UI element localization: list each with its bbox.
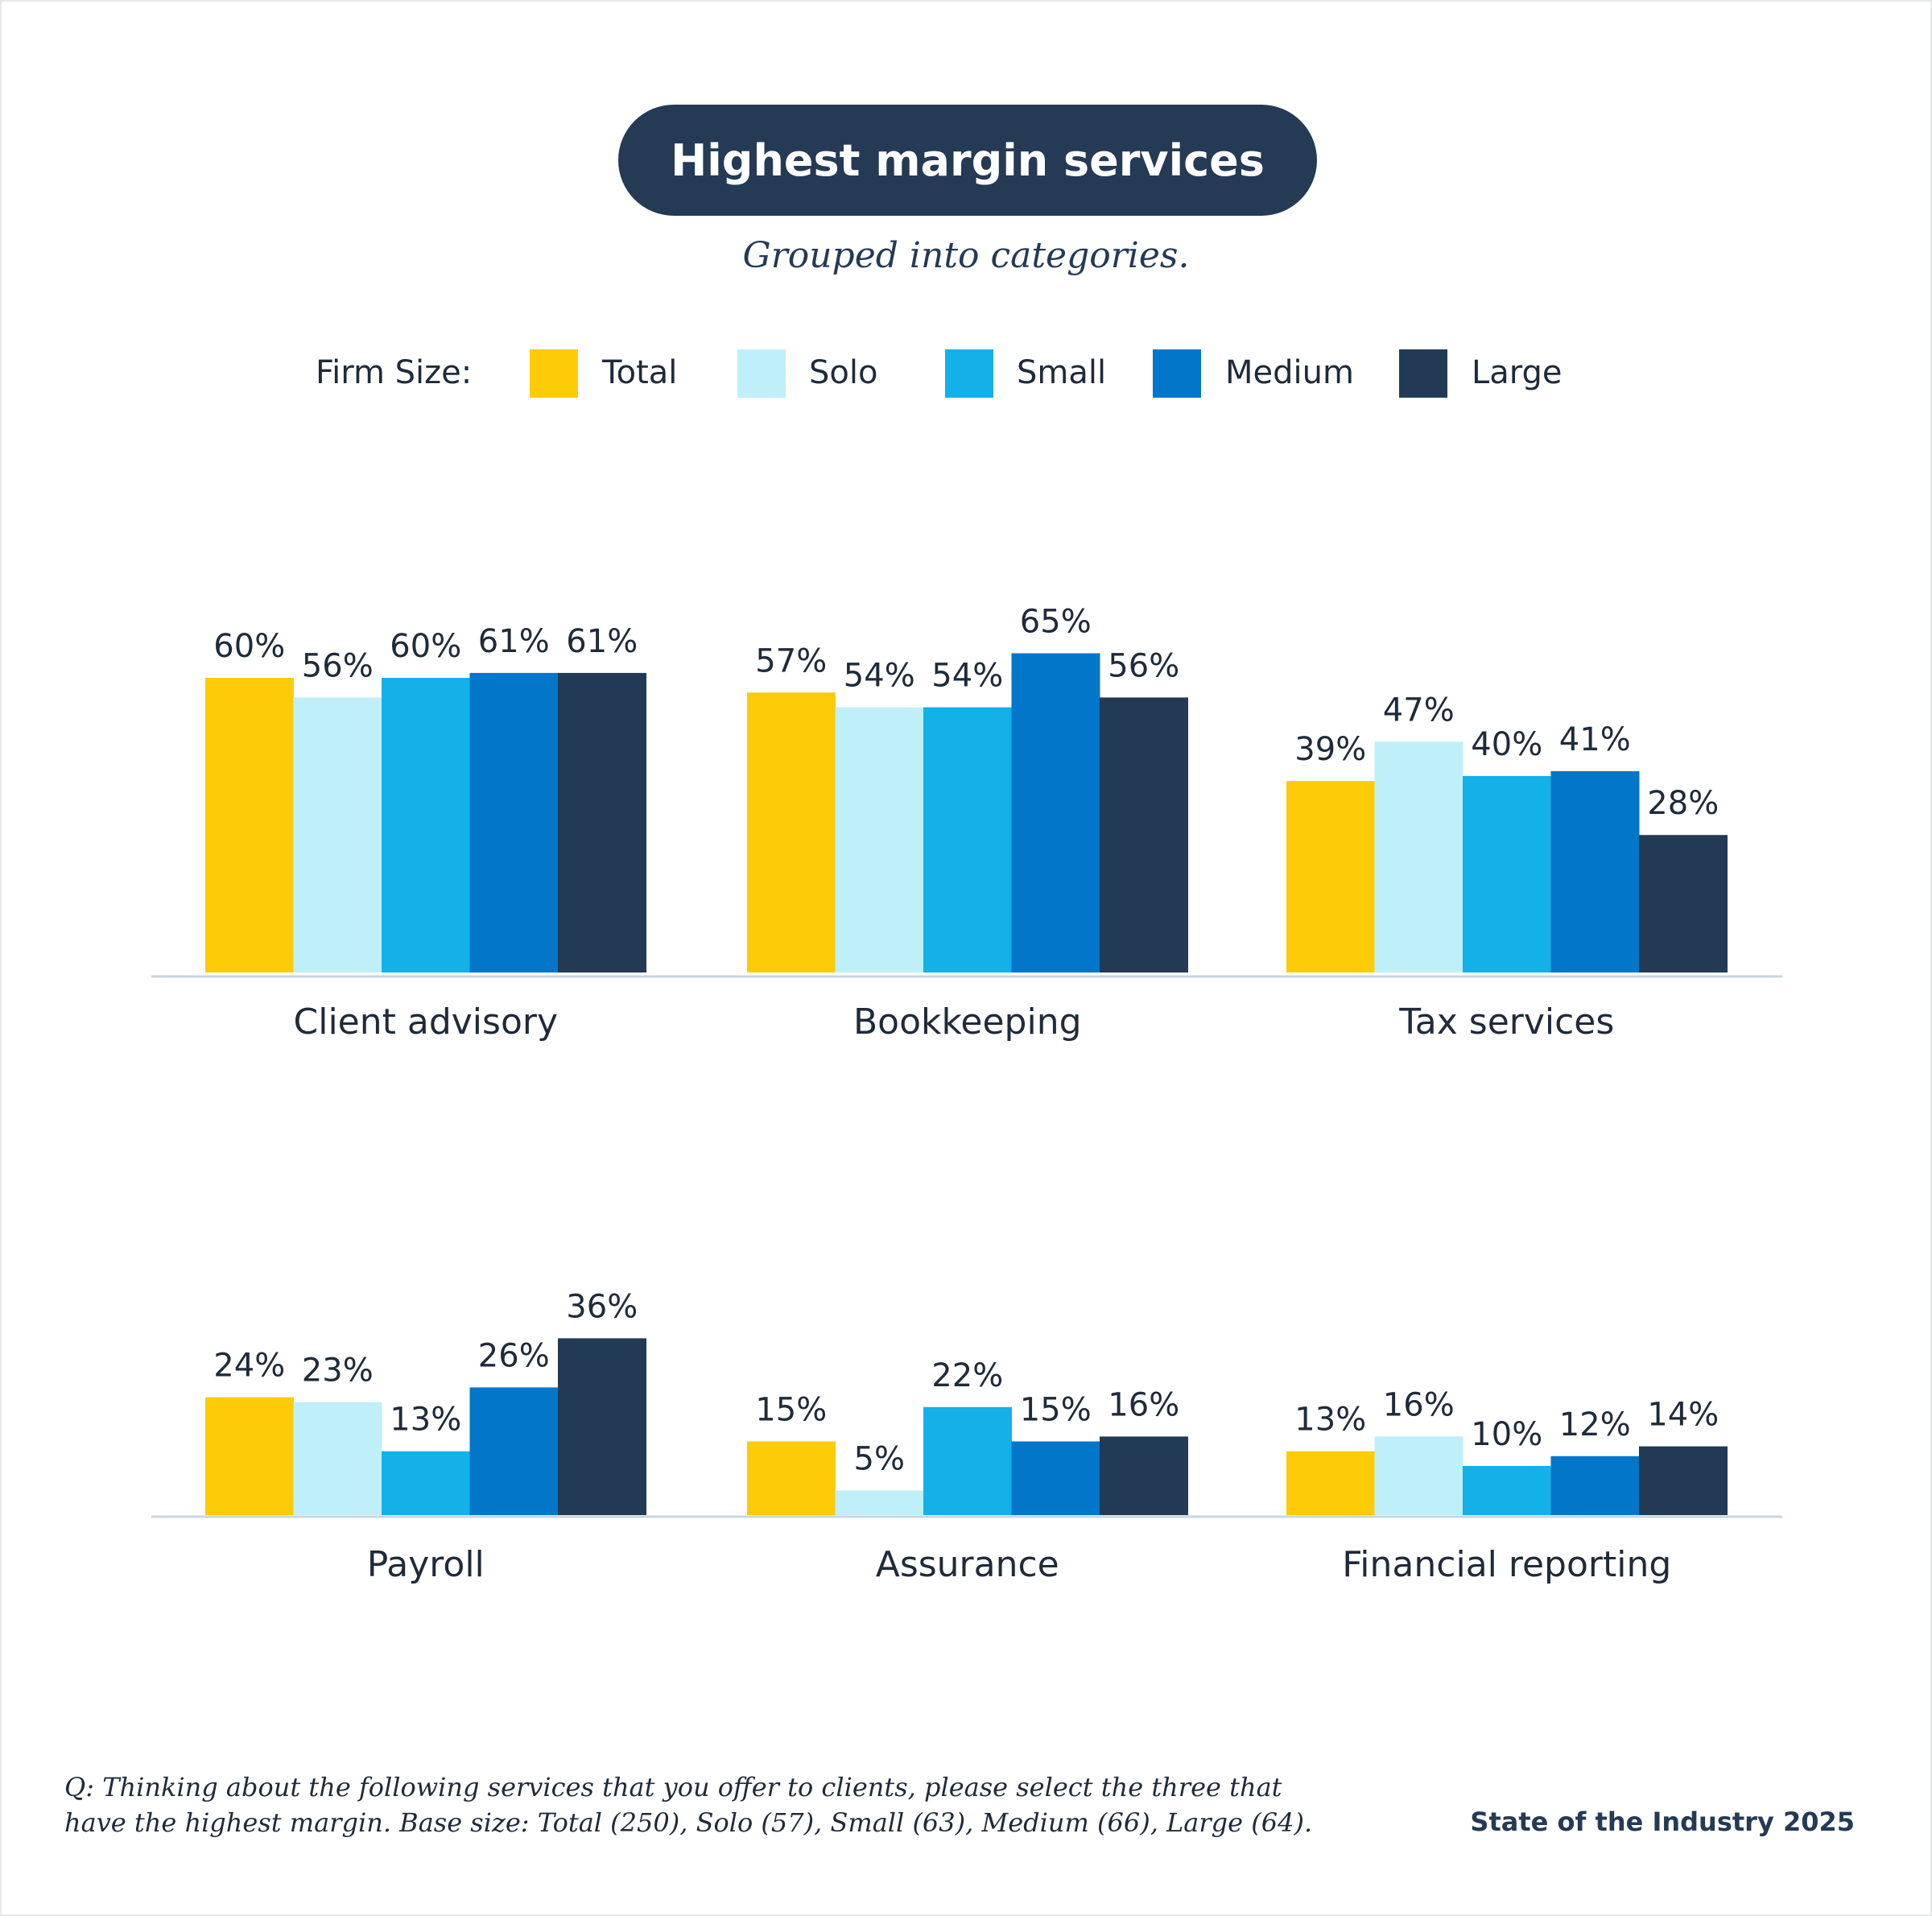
bar-payroll-solo — [293, 1402, 382, 1515]
data-label: 13% — [1294, 1402, 1366, 1439]
data-label: 24% — [213, 1348, 285, 1385]
bar-tax-services-medium — [1550, 770, 1640, 972]
data-label: 16% — [1108, 1386, 1179, 1423]
data-label: 15% — [1020, 1392, 1092, 1429]
data-label: 56% — [1108, 647, 1179, 684]
legend-text-large: Large — [1472, 354, 1563, 391]
data-label: 23% — [302, 1352, 374, 1390]
bar-tax-services-solo — [1374, 741, 1463, 972]
footnote: Q: Thinking about the following services… — [64, 1769, 1352, 1840]
data-label: 60% — [213, 628, 285, 665]
data-label: 5% — [854, 1441, 905, 1478]
legend-text-solo: Solo — [809, 354, 878, 391]
legend-swatch-large — [1399, 349, 1447, 398]
chart-subtitle: Grouped into categories. — [742, 235, 1190, 276]
footnote-line-2: have the highest margin. Base size: Tota… — [64, 1807, 1313, 1838]
data-label: 54% — [844, 658, 915, 695]
group-payroll: 24% 23% 13% 26% 36% Payroll — [205, 1288, 646, 1585]
group-assurance: 15% 5% 22% 15% 16% Assurance — [747, 1357, 1188, 1585]
bar-bookkeeping-large — [1100, 697, 1188, 972]
category-label: Financial reporting — [1342, 1544, 1671, 1585]
data-label: 57% — [755, 642, 827, 679]
data-label: 40% — [1471, 726, 1542, 763]
category-label: Client advisory — [294, 1001, 559, 1043]
data-label: 28% — [1647, 785, 1719, 822]
category-label: Payroll — [367, 1544, 485, 1585]
bar-payroll-medium — [469, 1387, 559, 1515]
data-label: 39% — [1294, 731, 1366, 768]
bar-bookkeeping-small — [923, 707, 1012, 972]
legend-swatch-total — [530, 349, 578, 398]
bar-financial-reporting-solo — [1374, 1436, 1463, 1515]
data-label: 47% — [1383, 692, 1455, 729]
bar-bookkeeping-total — [747, 692, 836, 972]
legend-label: Firm Size: — [316, 354, 473, 391]
data-label: 15% — [755, 1392, 827, 1429]
bar-payroll-large — [558, 1338, 646, 1515]
category-label: Tax services — [1398, 1001, 1614, 1043]
category-label: Bookkeeping — [853, 1001, 1082, 1043]
bar-assurance-solo — [835, 1490, 924, 1515]
bar-client-advisory-solo — [293, 697, 382, 972]
bar-client-advisory-large — [558, 672, 646, 972]
bar-tax-services-total — [1286, 781, 1375, 972]
data-label: 36% — [566, 1288, 638, 1325]
bar-client-advisory-small — [382, 678, 470, 972]
data-label: 65% — [1020, 604, 1092, 641]
bar-assurance-total — [747, 1441, 836, 1515]
bar-financial-reporting-small — [1463, 1466, 1551, 1515]
legend-swatch-small — [945, 349, 993, 398]
group-bookkeeping: 57% 54% 54% 65% 56% Bookkeeping — [747, 604, 1188, 1043]
data-label: 54% — [931, 658, 1003, 695]
bar-financial-reporting-total — [1286, 1451, 1375, 1515]
data-label: 22% — [931, 1357, 1003, 1394]
bar-bookkeeping-medium — [1011, 653, 1100, 972]
data-label: 12% — [1559, 1406, 1631, 1443]
data-label: 14% — [1647, 1397, 1719, 1434]
legend-text-small: Small — [1017, 354, 1107, 391]
data-label: 10% — [1471, 1416, 1542, 1453]
title-pill: Highest margin services — [618, 105, 1317, 216]
bar-client-advisory-medium — [469, 672, 559, 972]
bar-tax-services-large — [1639, 835, 1728, 972]
data-label: 26% — [478, 1337, 550, 1374]
legend-text-total: Total — [602, 354, 678, 391]
bar-assurance-medium — [1011, 1441, 1100, 1515]
data-label: 13% — [390, 1402, 461, 1439]
data-label: 60% — [390, 628, 461, 665]
bar-assurance-small — [923, 1406, 1012, 1515]
bar-client-advisory-total — [205, 678, 294, 972]
bar-payroll-small — [382, 1451, 470, 1515]
bar-payroll-total — [205, 1397, 294, 1515]
data-label: 61% — [478, 623, 550, 660]
data-label: 61% — [566, 623, 638, 660]
legend-swatch-solo — [737, 349, 786, 398]
legend-text-medium: Medium — [1225, 354, 1354, 391]
legend-swatch-medium — [1153, 349, 1201, 398]
bar-tax-services-small — [1463, 776, 1551, 972]
data-label: 56% — [302, 647, 374, 684]
data-label: 16% — [1383, 1386, 1455, 1423]
data-label: 41% — [1559, 721, 1631, 758]
bar-financial-reporting-large — [1639, 1446, 1728, 1515]
brand-label: State of the Industry 2025 — [1470, 1807, 1855, 1837]
bar-financial-reporting-medium — [1550, 1456, 1640, 1515]
group-tax-services: 39% 47% 40% 41% 28% Tax services — [1286, 692, 1728, 1043]
bar-assurance-large — [1100, 1436, 1188, 1515]
footnote-line-1: Q: Thinking about the following services… — [64, 1772, 1282, 1802]
bar-bookkeeping-solo — [835, 707, 924, 972]
group-client-advisory: 60% 56% 60% 61% 61% Client advisory — [205, 623, 646, 1043]
chart-title: Highest margin services — [671, 134, 1265, 186]
category-label: Assurance — [876, 1544, 1059, 1585]
group-financial-reporting: 13% 16% 10% 12% 14% Financial reporting — [1286, 1386, 1728, 1585]
